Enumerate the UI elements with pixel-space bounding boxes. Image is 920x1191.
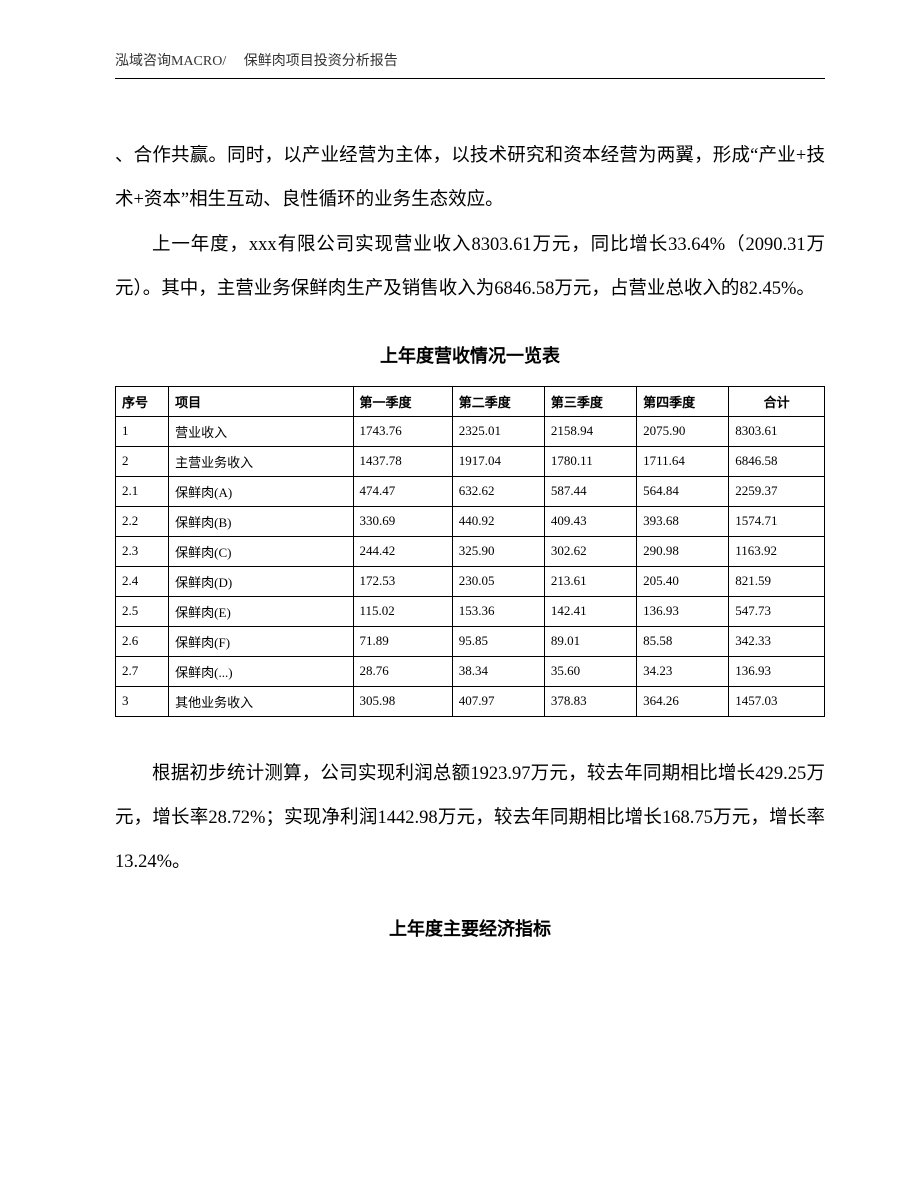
cell-item: 保鲜肉(F) bbox=[169, 626, 353, 656]
paragraph-3: 根据初步统计测算，公司实现利润总额1923.97万元，较去年同期相比增长429.… bbox=[115, 752, 825, 885]
table-row: 2.1 保鲜肉(A) 474.47 632.62 587.44 564.84 2… bbox=[116, 476, 825, 506]
cell-item: 保鲜肉(B) bbox=[169, 506, 353, 536]
paragraph-1: 、合作共赢。同时，以产业经营为主体，以技术研究和资本经营为两翼，形成“产业+技术… bbox=[115, 134, 825, 223]
cell-seq: 2.4 bbox=[116, 566, 169, 596]
cell-total: 6846.58 bbox=[729, 446, 825, 476]
section-2-title: 上年度主要经济指标 bbox=[115, 915, 825, 941]
cell-q3: 409.43 bbox=[544, 506, 636, 536]
table-row: 1 营业收入 1743.76 2325.01 2158.94 2075.90 8… bbox=[116, 416, 825, 446]
cell-q3: 89.01 bbox=[544, 626, 636, 656]
col-header-item: 项目 bbox=[169, 386, 353, 416]
cell-total: 8303.61 bbox=[729, 416, 825, 446]
col-header-q1: 第一季度 bbox=[353, 386, 452, 416]
cell-q3: 302.62 bbox=[544, 536, 636, 566]
table-row: 3 其他业务收入 305.98 407.97 378.83 364.26 145… bbox=[116, 686, 825, 716]
cell-item: 保鲜肉(D) bbox=[169, 566, 353, 596]
table-body: 1 营业收入 1743.76 2325.01 2158.94 2075.90 8… bbox=[116, 416, 825, 716]
header-divider bbox=[115, 78, 825, 79]
cell-q4: 564.84 bbox=[637, 476, 729, 506]
cell-seq: 2.3 bbox=[116, 536, 169, 566]
cell-q3: 378.83 bbox=[544, 686, 636, 716]
cell-item: 保鲜肉(E) bbox=[169, 596, 353, 626]
cell-q2: 440.92 bbox=[452, 506, 544, 536]
col-header-q4: 第四季度 bbox=[637, 386, 729, 416]
cell-q4: 290.98 bbox=[637, 536, 729, 566]
cell-q1: 172.53 bbox=[353, 566, 452, 596]
revenue-table: 序号 项目 第一季度 第二季度 第三季度 第四季度 合计 1 营业收入 1743… bbox=[115, 386, 825, 717]
table-1-title: 上年度营收情况一览表 bbox=[115, 342, 825, 368]
cell-total: 1574.71 bbox=[729, 506, 825, 536]
cell-q1: 244.42 bbox=[353, 536, 452, 566]
cell-item: 主营业务收入 bbox=[169, 446, 353, 476]
cell-q3: 213.61 bbox=[544, 566, 636, 596]
cell-q2: 2325.01 bbox=[452, 416, 544, 446]
cell-q2: 153.36 bbox=[452, 596, 544, 626]
cell-item: 保鲜肉(...) bbox=[169, 656, 353, 686]
cell-total: 1163.92 bbox=[729, 536, 825, 566]
cell-total: 1457.03 bbox=[729, 686, 825, 716]
cell-seq: 2.1 bbox=[116, 476, 169, 506]
cell-q1: 115.02 bbox=[353, 596, 452, 626]
cell-q4: 1711.64 bbox=[637, 446, 729, 476]
cell-seq: 2.7 bbox=[116, 656, 169, 686]
cell-item: 营业收入 bbox=[169, 416, 353, 446]
cell-seq: 1 bbox=[116, 416, 169, 446]
cell-q3: 1780.11 bbox=[544, 446, 636, 476]
table-row: 2.2 保鲜肉(B) 330.69 440.92 409.43 393.68 1… bbox=[116, 506, 825, 536]
cell-q2: 632.62 bbox=[452, 476, 544, 506]
cell-q1: 305.98 bbox=[353, 686, 452, 716]
cell-seq: 2.5 bbox=[116, 596, 169, 626]
page-container: 泓域咨询MACRO/ 保鲜肉项目投资分析报告 、合作共赢。同时，以产业经营为主体… bbox=[0, 0, 920, 991]
table-row: 2.6 保鲜肉(F) 71.89 95.85 89.01 85.58 342.3… bbox=[116, 626, 825, 656]
cell-q3: 35.60 bbox=[544, 656, 636, 686]
cell-q3: 142.41 bbox=[544, 596, 636, 626]
cell-q4: 85.58 bbox=[637, 626, 729, 656]
cell-q2: 95.85 bbox=[452, 626, 544, 656]
cell-q2: 38.34 bbox=[452, 656, 544, 686]
cell-item: 保鲜肉(C) bbox=[169, 536, 353, 566]
table-row: 2.5 保鲜肉(E) 115.02 153.36 142.41 136.93 5… bbox=[116, 596, 825, 626]
cell-q1: 330.69 bbox=[353, 506, 452, 536]
table-row: 2 主营业务收入 1437.78 1917.04 1780.11 1711.64… bbox=[116, 446, 825, 476]
cell-q3: 587.44 bbox=[544, 476, 636, 506]
col-header-total: 合计 bbox=[729, 386, 825, 416]
cell-q2: 1917.04 bbox=[452, 446, 544, 476]
cell-seq: 3 bbox=[116, 686, 169, 716]
page-header-text: 泓域咨询MACRO/ 保鲜肉项目投资分析报告 bbox=[115, 50, 825, 70]
col-header-q2: 第二季度 bbox=[452, 386, 544, 416]
cell-q1: 1437.78 bbox=[353, 446, 452, 476]
cell-q4: 393.68 bbox=[637, 506, 729, 536]
cell-q4: 205.40 bbox=[637, 566, 729, 596]
col-header-seq: 序号 bbox=[116, 386, 169, 416]
cell-q4: 136.93 bbox=[637, 596, 729, 626]
cell-total: 136.93 bbox=[729, 656, 825, 686]
cell-seq: 2 bbox=[116, 446, 169, 476]
cell-q4: 2075.90 bbox=[637, 416, 729, 446]
cell-item: 保鲜肉(A) bbox=[169, 476, 353, 506]
table-row: 2.7 保鲜肉(...) 28.76 38.34 35.60 34.23 136… bbox=[116, 656, 825, 686]
col-header-q3: 第三季度 bbox=[544, 386, 636, 416]
cell-q1: 1743.76 bbox=[353, 416, 452, 446]
cell-q3: 2158.94 bbox=[544, 416, 636, 446]
cell-q4: 34.23 bbox=[637, 656, 729, 686]
cell-total: 342.33 bbox=[729, 626, 825, 656]
cell-q2: 407.97 bbox=[452, 686, 544, 716]
cell-total: 2259.37 bbox=[729, 476, 825, 506]
cell-q1: 474.47 bbox=[353, 476, 452, 506]
cell-q1: 71.89 bbox=[353, 626, 452, 656]
cell-total: 547.73 bbox=[729, 596, 825, 626]
table-row: 2.4 保鲜肉(D) 172.53 230.05 213.61 205.40 8… bbox=[116, 566, 825, 596]
paragraph-2: 上一年度，xxx有限公司实现营业收入8303.61万元，同比增长33.64%（2… bbox=[115, 223, 825, 312]
cell-q4: 364.26 bbox=[637, 686, 729, 716]
table-row: 2.3 保鲜肉(C) 244.42 325.90 302.62 290.98 1… bbox=[116, 536, 825, 566]
cell-q1: 28.76 bbox=[353, 656, 452, 686]
cell-q2: 230.05 bbox=[452, 566, 544, 596]
cell-seq: 2.2 bbox=[116, 506, 169, 536]
cell-q2: 325.90 bbox=[452, 536, 544, 566]
cell-seq: 2.6 bbox=[116, 626, 169, 656]
table-header-row: 序号 项目 第一季度 第二季度 第三季度 第四季度 合计 bbox=[116, 386, 825, 416]
cell-total: 821.59 bbox=[729, 566, 825, 596]
cell-item: 其他业务收入 bbox=[169, 686, 353, 716]
